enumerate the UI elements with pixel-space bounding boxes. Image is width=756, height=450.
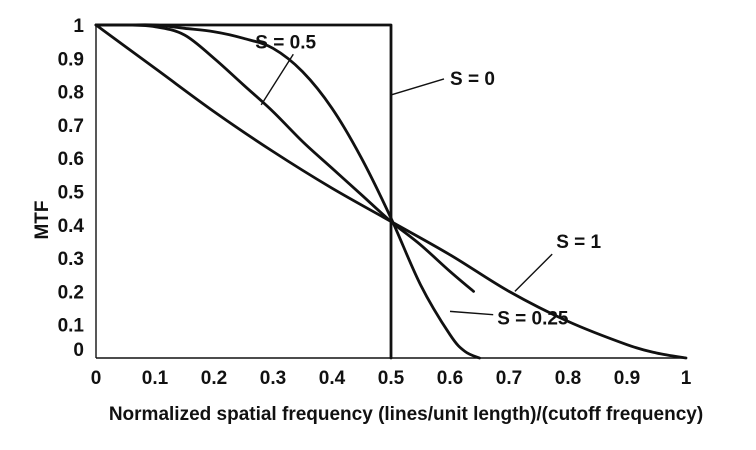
y-axis-label: MTF: [32, 200, 53, 239]
x-axis-label: Normalized spatial frequency (lines/unit…: [109, 404, 703, 425]
curve-s-0-25: [94, 23, 481, 360]
x-tick-label-0-7: 0.7: [496, 368, 522, 389]
x-tick-label-0-9: 0.9: [614, 368, 640, 389]
x-tick-label-0-8: 0.8: [555, 368, 581, 389]
y-tick-label-0-4: 0.4: [58, 216, 85, 237]
tick-labels: 0 0.1 0.2 0.3 0.4 0.5 0.6 0.7 0.8 0.9 1 0 0.1 0.2 0.3 0…: [58, 16, 692, 389]
y-tick-label-0-2: 0.2: [58, 282, 84, 303]
y-tick-label-0-5: 0.5: [58, 183, 85, 204]
annotation-leader-s-0: [390, 78, 445, 96]
y-tick-label-0-9: 0.9: [58, 49, 84, 70]
curve-annotations: S = 0.5 S = 0 S = 1 S = 0.25: [255, 32, 601, 329]
x-tick-label-0-6: 0.6: [437, 368, 463, 389]
y-tick-label-0: 0: [73, 340, 84, 361]
annotation-leader-s-0-5: [260, 53, 294, 106]
x-tick-label-0-5: 0.5: [378, 368, 405, 389]
curve-s-0: [94, 23, 393, 360]
y-tick-label-1: 1: [73, 16, 84, 37]
annotation-s-0-25: S = 0.25: [497, 309, 569, 330]
x-tick-label-0-3: 0.3: [260, 368, 286, 389]
y-tick-label-0-6: 0.6: [58, 149, 84, 170]
annotation-s-0: S = 0: [450, 69, 495, 90]
x-tick-label-0: 0: [91, 368, 102, 389]
y-tick-label-0-1: 0.1: [58, 316, 85, 337]
curve-s-1: [94, 23, 688, 360]
y-tick-label-0-7: 0.7: [58, 116, 84, 137]
curve-s-0-5: [94, 23, 475, 293]
annotation-leader-s-1: [514, 253, 553, 292]
x-tick-label-0-2: 0.2: [201, 368, 227, 389]
y-tick-label-0-8: 0.8: [58, 83, 84, 104]
annotation-s-1: S = 1: [556, 232, 601, 253]
series-curves: [94, 23, 688, 360]
annotation-leader-s-0-25: [449, 310, 494, 316]
x-tick-label-0-1: 0.1: [142, 368, 169, 389]
x-tick-label-0-4: 0.4: [319, 368, 346, 389]
x-tick-label-1: 1: [681, 368, 692, 389]
y-tick-label-0-3: 0.3: [58, 249, 84, 270]
annotation-s-0-5: S = 0.5: [255, 32, 316, 53]
